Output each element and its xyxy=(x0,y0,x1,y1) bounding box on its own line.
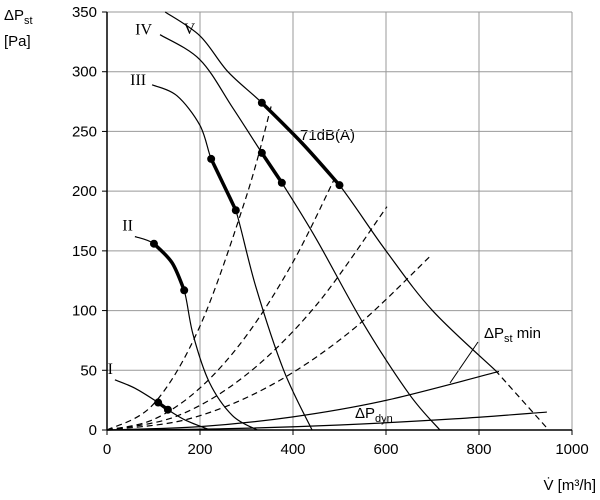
operating-point xyxy=(257,98,266,107)
annotation: ΔPst min xyxy=(484,325,541,345)
curve-label: I xyxy=(108,361,113,378)
operating-range xyxy=(209,158,238,212)
curve-label: V xyxy=(184,21,196,38)
x-tick-label: 200 xyxy=(187,441,212,458)
curve xyxy=(106,206,388,431)
curve xyxy=(106,411,547,431)
curve-label: II xyxy=(122,218,133,235)
curve-label: IV xyxy=(135,22,152,39)
curve xyxy=(106,370,500,431)
operating-point xyxy=(163,405,172,414)
x-tick-label: 800 xyxy=(466,441,491,458)
curve xyxy=(106,254,433,431)
y-tick-label: 300 xyxy=(72,64,97,81)
x-axis-label: V̇ [m³/h] xyxy=(543,477,596,494)
y-axis-label: ΔPst xyxy=(4,7,33,27)
curve xyxy=(494,369,550,431)
curve xyxy=(151,84,313,431)
curve xyxy=(106,177,336,431)
x-tick-label: 400 xyxy=(280,441,305,458)
y-tick-label: 0 xyxy=(89,422,97,439)
operating-point xyxy=(149,239,158,248)
y-tick-label: 250 xyxy=(72,123,97,140)
annotation: ΔPdyn xyxy=(355,405,393,425)
operating-range xyxy=(152,242,186,291)
operating-range xyxy=(260,101,341,187)
curve xyxy=(106,102,273,431)
x-tick-label: 1000 xyxy=(555,441,588,458)
x-tick-label: 600 xyxy=(373,441,398,458)
y-tick-label: 100 xyxy=(72,303,97,320)
leader-line xyxy=(449,341,479,384)
operating-point xyxy=(207,154,216,163)
operating-point xyxy=(154,398,163,407)
operating-point xyxy=(231,206,240,215)
operating-range xyxy=(260,151,284,184)
y-tick-label: 150 xyxy=(72,243,97,260)
operating-point xyxy=(257,148,266,157)
y-tick-label: 200 xyxy=(72,183,97,200)
operating-point xyxy=(180,286,189,295)
y-axis-unit: [Pa] xyxy=(4,33,31,50)
x-tick-label: 0 xyxy=(103,441,111,458)
y-tick-label: 50 xyxy=(80,362,97,379)
curve-label: III xyxy=(130,72,146,89)
annotation: 71dB(A) xyxy=(300,127,355,144)
y-tick-label: 350 xyxy=(72,4,97,21)
operating-point xyxy=(335,181,344,190)
curve xyxy=(159,34,441,431)
operating-point xyxy=(277,178,286,187)
